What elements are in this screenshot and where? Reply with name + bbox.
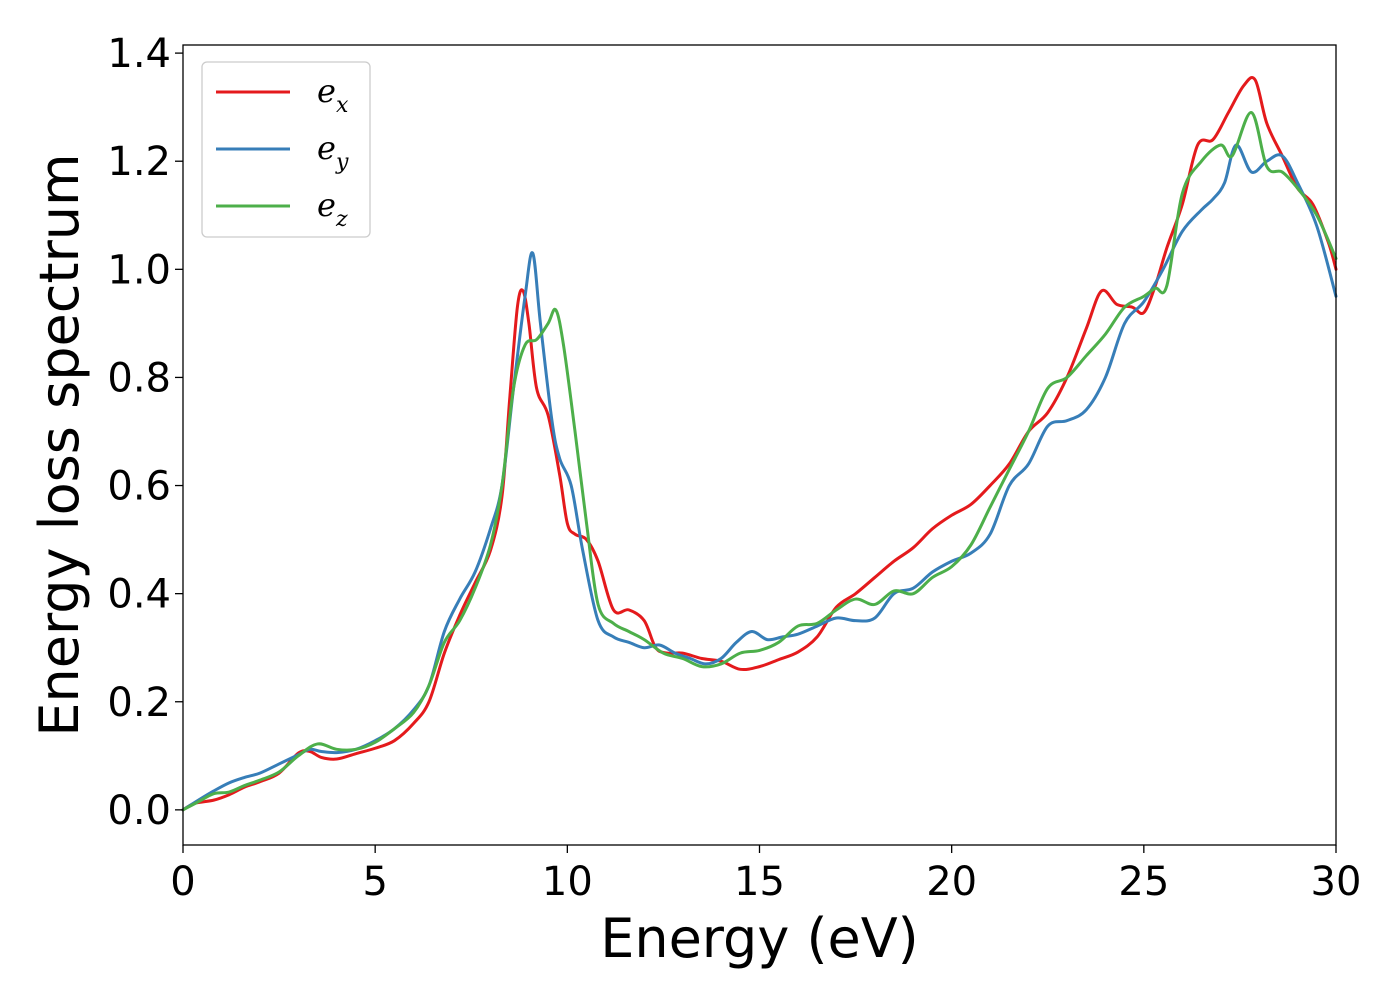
y-axis: 0.0 0.2 0.4 0.6 0.8 1.0 1.2 1.4: [107, 31, 183, 834]
x-tick-label: 25: [1118, 859, 1169, 905]
x-tick-label: 30: [1311, 859, 1362, 905]
y-tick-label: 0.2: [107, 680, 171, 726]
series-line-z: [181, 111, 1338, 812]
legend-label-sub: y: [335, 150, 349, 175]
y-axis-title: Energy loss spectrum: [28, 153, 91, 736]
y-tick-label: 0.0: [107, 788, 171, 834]
legend-label-main: e: [317, 186, 336, 224]
x-tick-label: 10: [542, 859, 593, 905]
legend-label: ey: [317, 129, 349, 175]
x-axis-title: Energy (eV): [600, 907, 919, 970]
y-tick-label: 0.8: [107, 355, 171, 401]
legend-label: ez: [317, 186, 348, 232]
x-tick-label: 0: [170, 859, 195, 905]
x-tick-label: 15: [734, 859, 785, 905]
y-tick-label: 0.6: [107, 464, 171, 510]
y-tick-label: 1.2: [107, 139, 171, 185]
series-line-y: [181, 143, 1338, 812]
legend-label-sub: x: [336, 93, 349, 118]
y-tick-label: 1.0: [107, 247, 171, 293]
y-tick-label: 0.4: [107, 572, 171, 618]
legend-label-main: e: [317, 129, 336, 167]
series-layer: [181, 76, 1338, 812]
x-tick-label: 5: [362, 859, 387, 905]
legend-label-sub: z: [335, 207, 348, 232]
legend-label-main: e: [317, 72, 336, 110]
y-tick-label: 1.4: [107, 31, 171, 77]
x-tick-label: 20: [926, 859, 977, 905]
x-axis: 0 5 10 15 20 25 30: [170, 845, 1361, 905]
legend-label: ex: [317, 72, 349, 118]
